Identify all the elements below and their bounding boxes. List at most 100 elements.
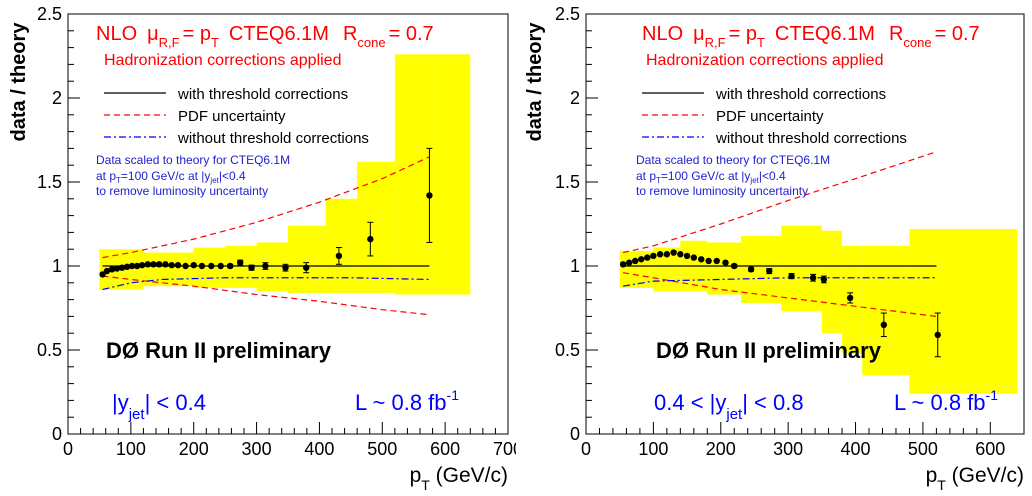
luminosity-sup: -1 xyxy=(986,387,999,403)
x-axis-p: p xyxy=(926,464,938,487)
note-end: |<0.4 xyxy=(759,169,786,183)
y-axis-label: data / theory xyxy=(8,22,30,142)
x-tick-label: 500 xyxy=(908,439,938,459)
title-r-sub: cone xyxy=(357,35,385,50)
data-point xyxy=(168,261,175,269)
title-r: R xyxy=(889,23,903,45)
data-point xyxy=(237,259,244,266)
legend: with threshold corrections PDF uncertaint… xyxy=(642,86,907,147)
title-pt-sub: T xyxy=(211,35,219,50)
x-tick-label: 100 xyxy=(116,439,146,459)
data-point xyxy=(638,256,645,263)
x-tick-label: 400 xyxy=(841,439,871,459)
rapidity-post: | < 0.8 xyxy=(742,390,803,415)
title-r: R xyxy=(343,23,357,45)
x-tick-label: 200 xyxy=(179,439,209,459)
note-sub-jet: jet xyxy=(209,176,219,185)
y-tick-label: 0.5 xyxy=(555,340,580,360)
legend: with threshold corrections PDF uncertaint… xyxy=(104,86,369,147)
title-mu-sub: R,F xyxy=(705,35,726,50)
data-point xyxy=(820,276,828,283)
data-point xyxy=(150,261,157,268)
data-point xyxy=(650,252,657,260)
legend-label: PDF uncertainty xyxy=(716,108,824,125)
plot-panel-central-rapidity: 0 100 200 300 400 500 600 700 0 0.5 1 1.5 2 2.5 data … xyxy=(8,4,516,493)
note-mid: =100 GeV/c at |y xyxy=(121,169,211,183)
data-point xyxy=(138,261,146,269)
data-point xyxy=(722,259,729,266)
data-point xyxy=(731,262,738,270)
axis-ticks: 0 100 200 300 400 500 600 0 0.5 1 1.5 2 2.5 xyxy=(555,4,1005,459)
data-point xyxy=(625,259,633,266)
data-point xyxy=(190,261,197,269)
note-end: |<0.4 xyxy=(219,169,246,183)
title-mu: μ xyxy=(693,23,705,45)
luminosity-sup: -1 xyxy=(447,387,460,403)
data-point xyxy=(766,267,773,275)
data-points xyxy=(619,249,941,358)
x-axis-title: pT (GeV/c) xyxy=(926,464,1024,493)
theory-title-line: NLO μR,F = pT CTEQ6.1M Rcone = 0.7 xyxy=(642,23,980,50)
note-at-p: at p xyxy=(96,169,116,183)
y-tick-label: 2 xyxy=(570,88,580,108)
x-axis-unit: (GeV/c) xyxy=(430,464,508,487)
data-point xyxy=(123,263,131,271)
y-axis-title: data / theory xyxy=(8,22,30,142)
y-axis-title: data / theory xyxy=(524,22,546,142)
pdf-uncertainty-lower xyxy=(102,275,430,316)
y-tick-label: 1 xyxy=(52,256,62,276)
data-point xyxy=(698,256,705,263)
title-mu: μ xyxy=(147,23,159,45)
legend-label: without threshold corrections xyxy=(177,130,369,147)
theory-band-bin xyxy=(288,225,326,293)
data-point xyxy=(663,251,671,258)
plot-panel-forward-rapidity: 0 100 200 300 400 500 600 0 0.5 1 1.5 2 2.5 data / t… xyxy=(516,0,1032,496)
x-tick-label: 300 xyxy=(773,439,803,459)
y-tick-label: 0 xyxy=(570,424,580,444)
note-at-p: at p xyxy=(636,169,656,183)
theory-uncertainty-band xyxy=(99,54,471,295)
y-tick-label: 2.5 xyxy=(37,4,62,24)
y-tick-label: 0 xyxy=(52,424,62,444)
rapidity-post: | < 0.4 xyxy=(145,390,206,415)
title-prefix: NLO xyxy=(642,23,683,45)
hadronization-note: Hadronization corrections applied xyxy=(646,52,883,69)
legend-label: with threshold corrections xyxy=(715,86,886,103)
data-point xyxy=(619,261,627,268)
rapidity-pre: |y xyxy=(112,390,129,415)
data-point xyxy=(162,261,169,268)
no-threshold-corrections-line xyxy=(622,277,937,287)
x-tick-label: 0 xyxy=(63,439,73,459)
x-tick-label: 600 xyxy=(430,439,460,459)
data-point xyxy=(108,266,116,273)
pdf-uncertainty-lower xyxy=(622,272,937,317)
data-point xyxy=(174,261,182,269)
title-prefix: NLO xyxy=(96,23,137,45)
x-tick-label: 400 xyxy=(304,439,334,459)
title-pdf: CTEQ6.1M xyxy=(229,23,329,45)
chart-svg: 0 100 200 300 400 500 600 0 0.5 1 1.5 2 2.5 data / t… xyxy=(524,4,1025,493)
data-point xyxy=(182,262,189,270)
data-point xyxy=(282,264,289,271)
scaling-note-line3: to remove luminosity uncertainty xyxy=(96,184,268,198)
note-mid: =100 GeV/c at |y xyxy=(661,169,751,183)
data-point xyxy=(248,264,255,271)
y-tick-label: 1.5 xyxy=(37,172,62,192)
x-axis-sub: T xyxy=(421,477,430,493)
data-point xyxy=(656,251,664,258)
theory-band-bin xyxy=(909,229,1018,394)
theory-band-bin xyxy=(357,161,395,293)
data-point xyxy=(303,264,310,271)
data-point xyxy=(690,254,698,261)
data-point xyxy=(198,262,206,270)
theory-band-bin xyxy=(781,225,822,312)
rapidity-sub: jet xyxy=(128,406,146,423)
legend-label: PDF uncertainty xyxy=(178,108,286,125)
x-tick-label: 300 xyxy=(242,439,272,459)
data-point xyxy=(747,266,755,273)
legend-label: without threshold corrections xyxy=(715,130,907,147)
data-point xyxy=(809,274,817,281)
luminosity-text: L ~ 0.8 fb xyxy=(894,390,986,415)
plot-frame xyxy=(585,13,1025,435)
x-tick-label: 200 xyxy=(706,439,736,459)
